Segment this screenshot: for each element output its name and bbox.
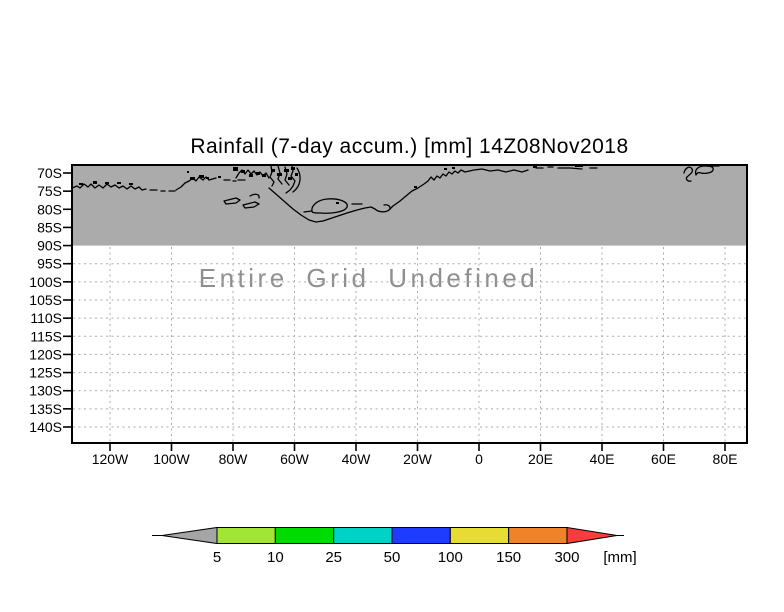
x-axis-label: 0 — [475, 451, 483, 467]
y-axis-label: 70S — [37, 165, 62, 181]
coastline — [71, 164, 720, 223]
colorbar-cell — [449, 527, 510, 544]
y-axis-label: 80S — [37, 201, 62, 217]
axis-ticks — [63, 172, 726, 451]
colorbar-tick-label: 100 — [438, 549, 463, 566]
y-axis-label: 90S — [37, 238, 62, 254]
colorbar-tick-label: 150 — [496, 549, 521, 566]
y-axis-label: 105S — [29, 292, 62, 308]
colorbar-units-label: [mm] — [603, 549, 636, 566]
x-axis-label: 100W — [153, 451, 190, 467]
x-axis-label: 20W — [403, 451, 433, 467]
y-axis-label: 95S — [37, 256, 62, 272]
colorbar-cell — [274, 527, 335, 544]
x-axis-label: 60W — [280, 451, 310, 467]
x-axis-label: 60E — [651, 451, 676, 467]
x-axis-labels: 120W 100W 80W 60W 40W 20W 0 20E 40E 60E 80E — [92, 451, 738, 467]
colorbar-tick-label: 300 — [554, 549, 579, 566]
y-axis-label: 125S — [29, 365, 62, 381]
y-axis-label: 130S — [29, 383, 62, 399]
colorbar-cell — [391, 527, 451, 544]
plot-title: Rainfall (7-day accum.) [mm] 14Z08Nov201… — [190, 135, 629, 158]
colorbar-tick-label: 10 — [267, 549, 284, 566]
colorbar-right-arrow — [566, 526, 618, 545]
undefined-shading-region — [73, 166, 746, 246]
colorbar-tick-label: 50 — [384, 549, 401, 566]
undefined-grid-notice: Entire Grid Undefined — [198, 263, 539, 293]
y-axis-label: 85S — [37, 219, 62, 235]
colorbar-tick-label: 25 — [325, 549, 342, 566]
y-axis-label: 135S — [29, 401, 62, 417]
y-axis-label: 75S — [37, 183, 62, 199]
y-axis-label: 115S — [30, 328, 62, 344]
colorbar: 5 10 25 50 100 150 300 [mm] — [152, 526, 637, 566]
x-axis-label: 120W — [92, 451, 129, 467]
y-axis-label: 110S — [30, 310, 62, 326]
y-axis-label: 140S — [29, 419, 62, 435]
y-axis-labels: 70S 75S 80S 85S 90S 95S 100S 105S 110S 115S 120S 12… — [29, 165, 62, 435]
y-axis-label: 120S — [29, 346, 62, 362]
x-axis-label: 20E — [528, 451, 553, 467]
colorbar-left-arrow — [161, 526, 218, 545]
colorbar-cell — [333, 527, 393, 544]
gridlines — [73, 247, 746, 442]
colorbar-tick-label: 5 — [213, 549, 221, 566]
x-axis-label: 80E — [713, 451, 738, 467]
x-axis-label: 80W — [219, 451, 249, 467]
map-frame — [71, 164, 748, 444]
x-axis-label: 40W — [342, 451, 372, 467]
y-axis-label: 100S — [29, 274, 62, 290]
colorbar-cell — [508, 527, 568, 544]
colorbar-cell — [216, 527, 276, 544]
x-axis-label: 40E — [590, 451, 615, 467]
